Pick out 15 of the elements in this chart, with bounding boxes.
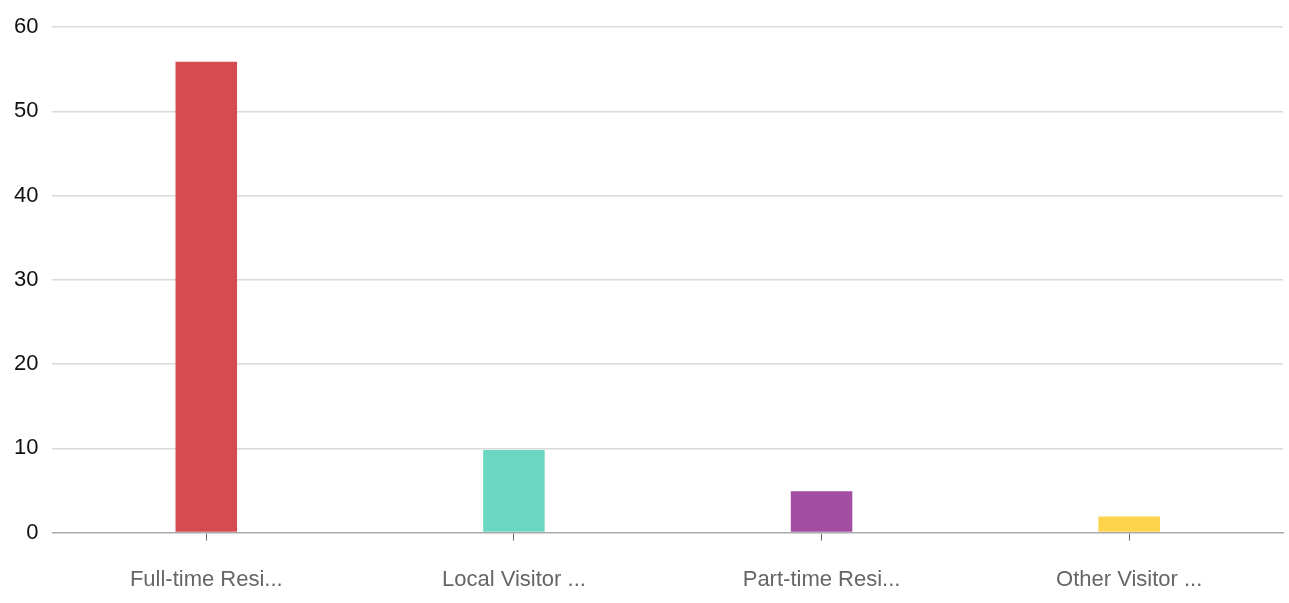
bar: [175, 61, 238, 532]
bar: [790, 491, 853, 532]
x-tick-label: Local Visitor ...: [441, 565, 586, 591]
y-tick-label: 20: [13, 350, 39, 376]
y-tick-label: 40: [13, 181, 39, 207]
y-tick-label: 30: [13, 265, 39, 291]
y-tick-label: 50: [13, 97, 39, 123]
x-tick-label: Full-time Resi...: [129, 565, 283, 591]
bar: [1098, 516, 1160, 532]
x-tick-label: Other Visitor ...: [1056, 565, 1203, 591]
x-tick-label: Part-time Resi...: [742, 565, 901, 591]
bar: [483, 450, 545, 532]
y-tick-label: 0: [26, 518, 39, 544]
y-tick-label: 10: [13, 434, 39, 460]
y-tick-label: 60: [13, 13, 39, 39]
